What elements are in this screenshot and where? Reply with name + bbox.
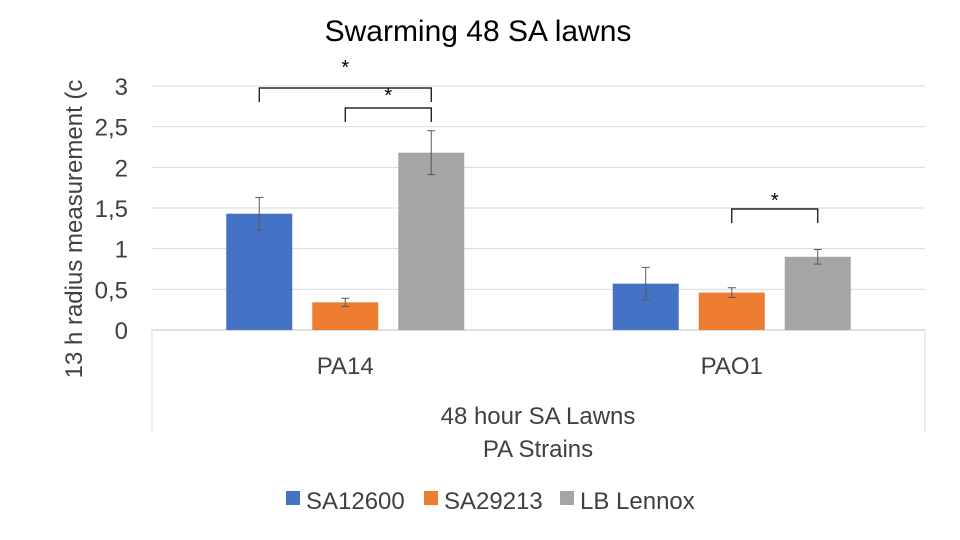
legend-label: LB Lennox — [580, 488, 695, 515]
significance-bracket — [258, 87, 432, 102]
bar — [698, 292, 765, 330]
y-tick-label: 1,5 — [95, 196, 128, 223]
bar — [312, 302, 379, 330]
x-axis-title-line-1: 48 hour SA Lawns — [441, 403, 636, 430]
bar — [226, 213, 293, 330]
category-label: PAO1 — [701, 353, 763, 380]
y-tick-label: 0,5 — [95, 277, 128, 304]
significance-bracket — [731, 208, 819, 223]
chart-title: Swarming 48 SA lawns — [325, 15, 632, 48]
significance-brackets: * * * — [258, 57, 819, 223]
significance-label: * — [341, 57, 349, 79]
legend-swatch — [424, 491, 438, 505]
legend-swatch — [560, 491, 574, 505]
x-axis-title-line-2: PA Strains — [483, 436, 593, 463]
legend-label: SA12600 — [306, 488, 405, 515]
y-axis-title: 13 h radius measurement (c — [61, 80, 88, 379]
error-bars — [255, 130, 822, 307]
legend-label: SA29213 — [444, 488, 543, 515]
bars — [226, 152, 851, 330]
y-tick-label: 2 — [115, 155, 128, 182]
legend-swatch — [286, 491, 300, 505]
significance-label: * — [771, 190, 779, 212]
category-label: PA14 — [317, 353, 374, 380]
bar — [398, 152, 465, 330]
y-tick-labels: 0 0,5 1 1,5 2 2,5 3 — [95, 74, 128, 345]
y-tick-label: 1 — [115, 237, 128, 264]
legend: SA12600 SA29213 LB Lennox — [286, 488, 695, 515]
significance-bracket — [344, 107, 432, 122]
y-tick-label: 3 — [115, 74, 128, 101]
bar — [784, 256, 851, 330]
y-tick-label: 2,5 — [95, 115, 128, 142]
y-tick-label: 0 — [115, 318, 128, 345]
category-labels: PA14 PAO1 — [317, 353, 763, 380]
significance-label: * — [384, 85, 392, 107]
